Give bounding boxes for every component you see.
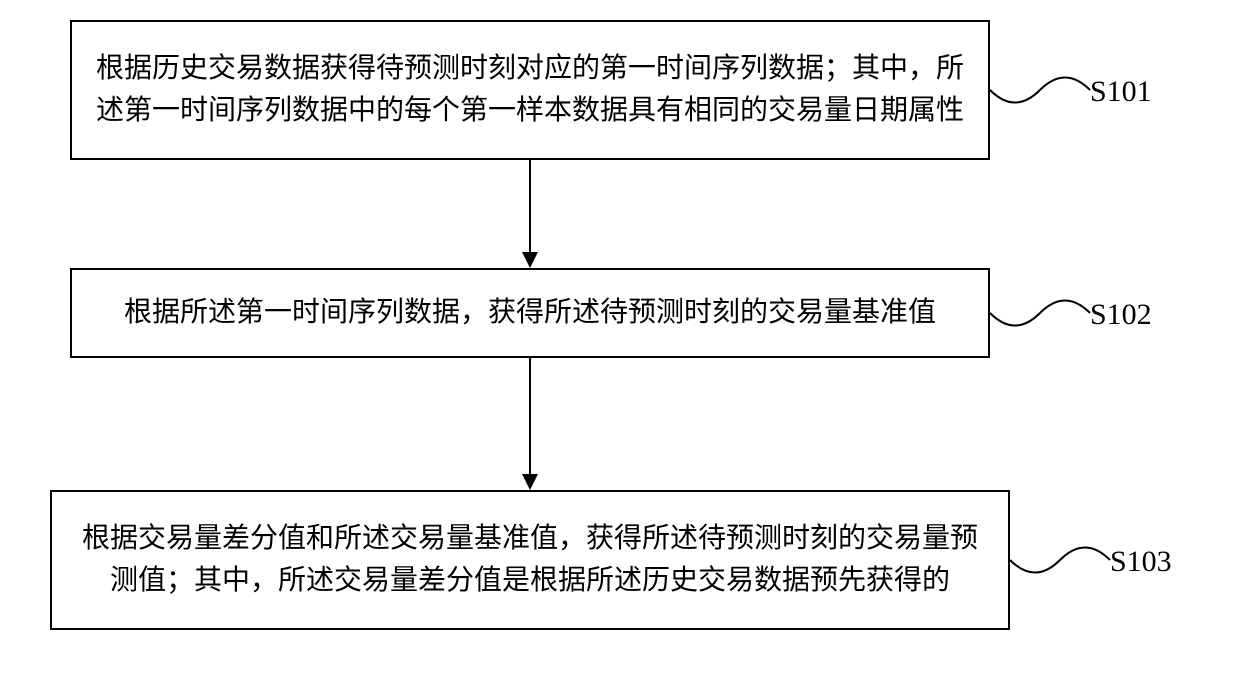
label-connector-s103 [1010, 530, 1110, 590]
arrow-line-1 [529, 160, 531, 252]
step-label-s101: S101 [1090, 75, 1152, 109]
label-connector-s102 [990, 283, 1090, 343]
flowchart-container: 根据历史交易数据获得待预测时刻对应的第一时间序列数据；其中，所述第一时间序列数据… [0, 0, 1240, 674]
arrow-head-1 [522, 252, 538, 268]
arrow-line-2 [529, 358, 531, 474]
step-label-s102: S102 [1090, 298, 1152, 332]
arrow-head-2 [522, 474, 538, 490]
step-text: 根据所述第一时间序列数据，获得所述待预测时刻的交易量基准值 [124, 292, 936, 334]
step-text: 根据历史交易数据获得待预测时刻对应的第一时间序列数据；其中，所述第一时间序列数据… [90, 48, 970, 132]
step-box-s102: 根据所述第一时间序列数据，获得所述待预测时刻的交易量基准值 [70, 268, 990, 358]
step-text: 根据交易量差分值和所述交易量基准值，获得所述待预测时刻的交易量预测值；其中，所述… [70, 518, 990, 602]
step-box-s103: 根据交易量差分值和所述交易量基准值，获得所述待预测时刻的交易量预测值；其中，所述… [50, 490, 1010, 630]
step-box-s101: 根据历史交易数据获得待预测时刻对应的第一时间序列数据；其中，所述第一时间序列数据… [70, 20, 990, 160]
label-connector-s101 [990, 60, 1090, 120]
step-label-s103: S103 [1110, 545, 1172, 579]
